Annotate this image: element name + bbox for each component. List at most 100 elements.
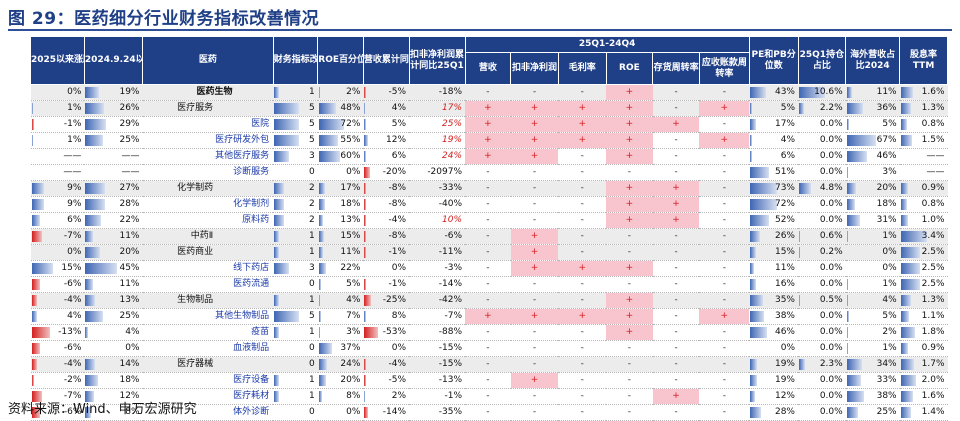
signal-cell: + [699, 133, 749, 149]
improve-cell-bar [274, 215, 284, 226]
signal-cell: + [606, 325, 653, 341]
fund-cell-value: 0.2% [820, 247, 843, 257]
roe-cell-bar [319, 343, 332, 354]
signal-cell: + [465, 309, 511, 325]
improve-cell-bar [274, 391, 279, 402]
div-cell-bar [901, 199, 907, 210]
industry-name: 医疗研发外包 [143, 133, 274, 149]
fund-cell: 10.6% [798, 85, 846, 101]
signal-cell: - [511, 341, 559, 357]
improve-cell-value: 5 [309, 103, 315, 113]
signal-cell: - [699, 165, 749, 181]
signal-cell: - [699, 213, 749, 229]
ret2025-cell-value: 9% [67, 199, 81, 209]
div-cell: 2.5% [900, 261, 948, 277]
fund-cell-value: 0.0% [820, 199, 843, 209]
pepb-cell-bar [750, 215, 769, 226]
fund-cell: 0.2% [798, 245, 846, 261]
div-cell: 1.0% [900, 213, 948, 229]
revyoy-cell: -53% [363, 325, 409, 341]
div-cell-bar [901, 119, 907, 130]
ret2024-cell-value: 22% [119, 215, 139, 225]
revyoy-cell-bar [364, 215, 366, 226]
ret2024-cell-value: 11% [119, 231, 139, 241]
industry-name: 血液制品 [143, 341, 274, 357]
pepb-cell: 51% [749, 165, 798, 181]
col-ret2025: 2025以来涨跌幅 [31, 37, 85, 85]
industry-name: 原料药 [143, 213, 274, 229]
overseas-cell: 46% [846, 149, 900, 165]
improve-cell: 0 [273, 405, 318, 421]
signal-cell: + [511, 373, 559, 389]
roe-cell-bar [319, 279, 321, 290]
signal-cell: - [699, 149, 749, 165]
revyoy-cell: -4% [363, 357, 409, 373]
pepb-cell-value: 4% [781, 135, 795, 145]
ret2025-cell: —— [31, 149, 85, 165]
signal-cell: - [511, 197, 559, 213]
signal-cell: + [606, 197, 653, 213]
signal-cell: - [465, 85, 511, 101]
ret2024-cell: 0% [84, 341, 142, 357]
ret2024-cell: 27% [84, 181, 142, 197]
div-cell: 1.7% [900, 357, 948, 373]
ret2024-cell-value: 26% [119, 103, 139, 113]
div-cell-value: 0.8% [922, 119, 945, 129]
pepb-cell-bar [750, 183, 777, 194]
industry-name: 生物制品 [143, 293, 274, 309]
div-cell: 2.0% [900, 373, 948, 389]
overseas-cell-value: 33% [877, 375, 897, 385]
improve-cell-bar [274, 151, 289, 162]
revyoy-cell-value: -5% [389, 87, 407, 97]
div-cell-bar [901, 327, 915, 338]
improve-cell-bar [274, 311, 299, 322]
ret2025-cell: 1% [31, 101, 85, 117]
signal-cell: - [465, 373, 511, 389]
fund-cell: 0.0% [798, 133, 846, 149]
revyoy-cell-value: -4% [389, 215, 407, 225]
improve-cell-bar [274, 135, 299, 146]
improve-cell-value: 0 [309, 407, 315, 417]
signal-cell: - [511, 389, 559, 405]
improve-cell-bar [274, 103, 299, 114]
pepb-cell-bar [750, 359, 757, 370]
signal-cell: - [699, 181, 749, 197]
overseas-cell: 1% [846, 229, 900, 245]
roe-cell-value: 7% [346, 311, 360, 321]
np-yoy-cell: -3% [409, 261, 465, 277]
roe-cell: 0% [318, 405, 364, 421]
improve-cell: 1 [273, 373, 318, 389]
overseas-cell-bar [847, 295, 849, 306]
fund-cell: 0.0% [798, 277, 846, 293]
np-yoy-cell: -88% [409, 325, 465, 341]
improve-cell-value: 1 [309, 247, 315, 257]
pepb-cell-bar [750, 87, 766, 98]
ret2025-cell: -6% [31, 341, 85, 357]
overseas-cell: 38% [846, 389, 900, 405]
pepb-cell-bar [750, 247, 756, 258]
fund-cell-value: 0.0% [820, 391, 843, 401]
ret2025-cell-bar [32, 327, 51, 338]
industry-name: 线下药店 [143, 261, 274, 277]
ret2024-cell: 4% [84, 325, 142, 341]
signal-cell: - [699, 293, 749, 309]
signal-cell: - [465, 181, 511, 197]
roe-cell-bar [319, 183, 325, 194]
np-yoy-cell: -2097% [409, 165, 465, 181]
roe-cell-bar [319, 391, 322, 402]
ret2025-cell-value: -6% [64, 343, 82, 353]
div-cell-value: 2.0% [922, 375, 945, 385]
ret2025-cell-value: -4% [64, 359, 82, 369]
overseas-cell: 11% [846, 85, 900, 101]
improve-cell-value: 2 [309, 215, 315, 225]
ret2025-cell-value: 9% [67, 183, 81, 193]
overseas-cell-value: 0% [882, 247, 896, 257]
np-yoy-cell: -7% [409, 309, 465, 325]
div-cell-bar [901, 279, 920, 290]
